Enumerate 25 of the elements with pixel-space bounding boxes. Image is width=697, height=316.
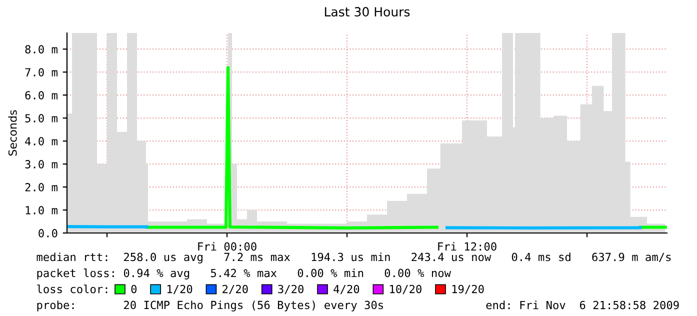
legend-label: 10/20: [390, 284, 422, 294]
y-tick-label: 3.0 m: [25, 160, 58, 168]
legend-label: 1/20: [167, 284, 192, 294]
legend-label: 4/20: [334, 284, 360, 294]
chart-title: Last 30 Hours: [324, 7, 410, 17]
x-tick-label: Fri 12:00: [438, 242, 496, 251]
y-tick-label: 6.0 m: [25, 91, 58, 100]
text: probe: 20 ICMP Echo Pings (56 Bytes) every 30s: [37, 300, 383, 312]
y-tick-label: 7.0 m: [25, 68, 58, 76]
y-tick-label: 5.0 m: [25, 114, 58, 122]
x-tick-label: Fri 00:00: [198, 242, 256, 251]
legend-label: 19/20: [452, 284, 484, 294]
legend-label: 0: [131, 284, 137, 294]
legend-label: 2/20: [222, 284, 248, 294]
text: median rtt: 258.0 us avg 7.2 ms max 194.3 us min 243.4 us now 0.4 ms sd 637.9 m am/s: [36, 252, 671, 264]
text: end: Fri Nov 6 21:58:58 2009: [486, 300, 679, 310]
y-axis-title: Seconds: [8, 110, 17, 156]
y-tick-label: 1.0 m: [26, 206, 58, 214]
y-tick-label: 2.0 m: [25, 183, 58, 192]
y-tick-label: 0.0: [38, 229, 58, 238]
text: packet loss: 0.94 % avg 5.42 % max 0.00 % min 0.00 % now: [37, 268, 451, 280]
y-tick-label: 4.0 m: [25, 137, 58, 146]
legend-title: loss color:: [37, 284, 108, 294]
legend-label: 3/20: [278, 284, 304, 294]
y-tick-label: 8.0 m: [25, 45, 58, 54]
